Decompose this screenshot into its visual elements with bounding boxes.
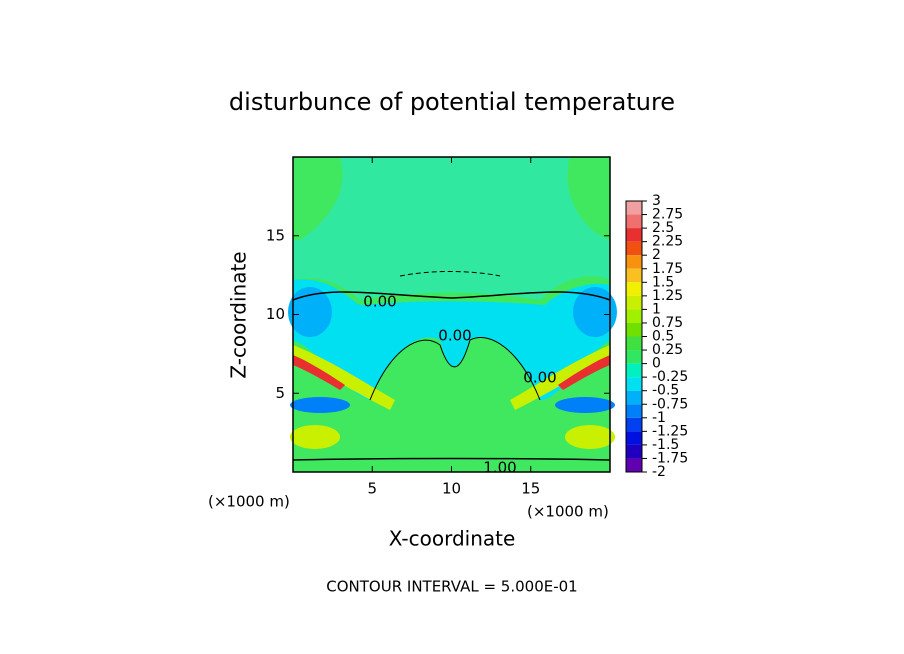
colorbar-swatch	[626, 458, 642, 472]
contour-line	[369, 337, 541, 401]
colorbar-swatch	[626, 336, 642, 351]
colorbar-label: 1.25	[652, 288, 683, 304]
colorbar-swatch	[626, 241, 642, 256]
colorbar-label: 2.5	[652, 220, 674, 236]
colorbar-label: 0.25	[652, 342, 683, 358]
colorbar-label: -2	[652, 464, 666, 480]
field-region	[293, 157, 610, 300]
field-region	[510, 345, 610, 410]
colorbar-swatch	[626, 404, 642, 418]
field-region	[288, 287, 332, 337]
colorbar-label: 2.25	[652, 234, 683, 250]
contour-label: 0.00	[438, 327, 471, 345]
contour-line	[399, 271, 501, 277]
contour-label: 0.00	[363, 293, 396, 311]
field	[288, 157, 617, 472]
x-unit: (×1000 m)	[527, 503, 609, 521]
contour-label: 0.00	[523, 369, 556, 387]
colorbar-label: -0.75	[652, 396, 688, 412]
colorbar-swatch	[626, 417, 642, 432]
colorbar-swatch	[626, 309, 642, 323]
colorbar-label: 1.75	[652, 261, 683, 277]
colorbar-swatch	[626, 444, 642, 459]
colorbar-swatch	[626, 390, 642, 405]
x-tick-label: 5	[367, 480, 377, 498]
colorbar-label: 2	[652, 247, 661, 263]
colorbar-label: -1.5	[652, 437, 679, 453]
colorbar-swatch	[626, 255, 642, 269]
colorbar-label: 1	[652, 301, 661, 317]
colorbar-swatch	[626, 214, 642, 229]
y-unit: (×1000 m)	[208, 493, 290, 511]
field-region	[558, 355, 610, 390]
colorbar-swatch	[626, 377, 642, 391]
colorbar-swatch	[626, 268, 642, 283]
colorbar-label: 0	[652, 356, 661, 372]
colorbar-label: 3	[652, 193, 661, 209]
colorbar-label: -1.25	[652, 423, 688, 439]
colorbar-label: -1	[652, 410, 666, 426]
field-region	[565, 425, 615, 449]
field-region	[555, 397, 615, 413]
colorbar-swatch	[626, 350, 642, 364]
colorbar-swatch	[626, 201, 642, 215]
contour-line	[292, 291, 611, 301]
colorbar-label: -0.5	[652, 383, 679, 399]
y-tick-label: 5	[275, 384, 285, 402]
contour-line	[292, 457, 611, 461]
y-axis-label: Z-coordinate	[227, 251, 251, 378]
colorbar-swatch	[626, 295, 642, 310]
y-tick-label: 15	[266, 226, 285, 244]
colorbar-label: -1.75	[652, 450, 688, 466]
colorbar-swatch	[626, 322, 642, 337]
field-region	[573, 287, 617, 337]
field-region	[293, 345, 395, 410]
field-region	[290, 397, 350, 413]
field-region	[293, 355, 345, 390]
colorbar-label: 0.75	[652, 315, 683, 331]
colorbar-swatch	[626, 282, 642, 296]
footer: CONTOUR INTERVAL = 5.000E-01	[326, 578, 577, 596]
x-axis-label: X-coordinate	[389, 527, 516, 551]
y-tick-label: 10	[266, 305, 285, 323]
colorbar-label: 2.75	[652, 207, 683, 223]
colorbar-swatch	[626, 363, 642, 378]
x-tick-label: 10	[442, 480, 461, 498]
contour-label: 1.00	[483, 459, 516, 477]
colorbar-swatch	[626, 228, 642, 242]
field-region	[293, 279, 610, 400]
x-tick-label: 15	[521, 480, 540, 498]
colorbar-label: 1.5	[652, 274, 674, 290]
chart-title: disturbunce of potential temperature	[229, 88, 675, 116]
colorbar-label: -0.25	[652, 369, 688, 385]
colorbar-swatch	[626, 431, 642, 445]
field-region	[290, 425, 340, 449]
colorbar-label: 0.5	[652, 329, 674, 345]
